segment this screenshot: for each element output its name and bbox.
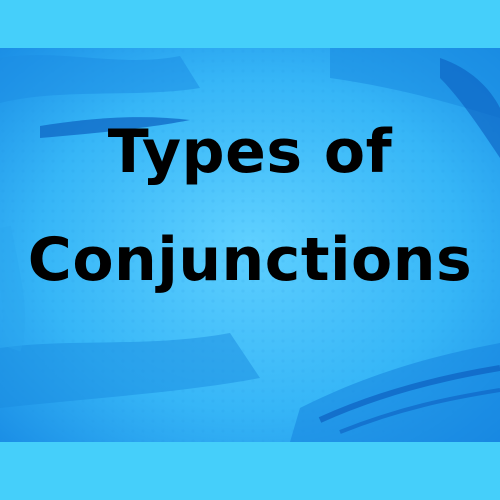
- title-line-2: Conjunctions: [27, 225, 473, 295]
- brush-stroke-bottom-left: [0, 333, 260, 408]
- brush-line-bottom-right: [318, 365, 500, 423]
- brush-stroke-left-edge: [0, 225, 26, 352]
- brush-stroke-top-left: [0, 55, 200, 103]
- brush-line-bottom-right-2: [339, 388, 500, 434]
- bottom-band: [0, 442, 500, 500]
- blue-brush-panel: [0, 48, 500, 442]
- brush-line-top-left: [40, 117, 190, 138]
- brush-stroke-background: [0, 48, 500, 442]
- brush-stroke-right-edge: [440, 58, 500, 158]
- top-band: [0, 0, 500, 48]
- page-title: Types of Conjunctions: [0, 98, 500, 314]
- title-line-1: Types of: [107, 117, 393, 187]
